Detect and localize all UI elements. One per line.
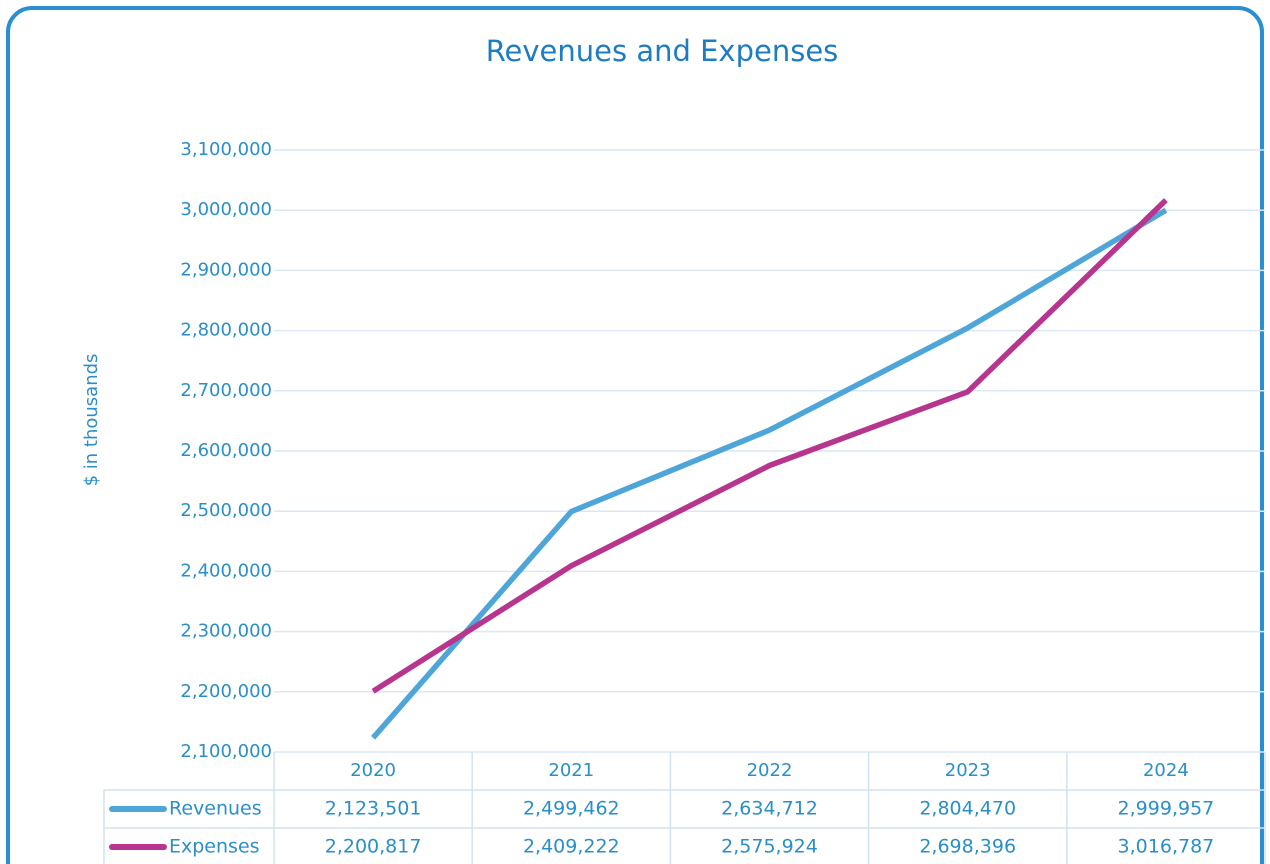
x-tick-label: 2022 (747, 760, 793, 781)
table-value: 2,123,501 (325, 798, 422, 820)
table-value: 2,634,712 (721, 798, 818, 820)
x-tick-label: 2024 (1143, 760, 1189, 781)
table-value: 2,698,396 (919, 836, 1016, 858)
y-tick-label: 3,000,000 (180, 199, 272, 220)
y-tick-label: 2,300,000 (180, 621, 272, 642)
table-value: 2,575,924 (721, 836, 818, 858)
y-axis-label: $ in thousands (81, 354, 102, 487)
series-line (371, 198, 1168, 694)
table-value: 2,804,470 (919, 798, 1016, 820)
y-tick-label: 2,900,000 (180, 259, 272, 280)
y-tick-label: 2,700,000 (180, 380, 272, 401)
y-tick-label: 2,400,000 (180, 560, 272, 581)
y-tick-label: 3,100,000 (180, 139, 272, 160)
frame (6, 6, 1264, 864)
y-tick-label: 2,100,000 (180, 741, 272, 762)
x-tick-label: 2020 (350, 760, 396, 781)
table-value: 2,409,222 (523, 836, 620, 858)
chart-title: Revenues and Expenses (486, 34, 839, 68)
table-value: 2,200,817 (325, 836, 422, 858)
series-line (371, 207, 1168, 740)
y-tick-label: 2,200,000 (180, 681, 272, 702)
legend-label: Revenues (169, 798, 262, 820)
x-tick-label: 2021 (548, 760, 594, 781)
table-value: 2,999,957 (1118, 798, 1215, 820)
y-tick-label: 2,800,000 (180, 320, 272, 341)
legend-label: Expenses (169, 836, 260, 858)
y-tick-label: 2,500,000 (180, 500, 272, 521)
x-tick-label: 2023 (945, 760, 991, 781)
y-tick-label: 2,600,000 (180, 440, 272, 461)
table-value: 3,016,787 (1118, 836, 1215, 858)
table-value: 2,499,462 (523, 798, 620, 820)
